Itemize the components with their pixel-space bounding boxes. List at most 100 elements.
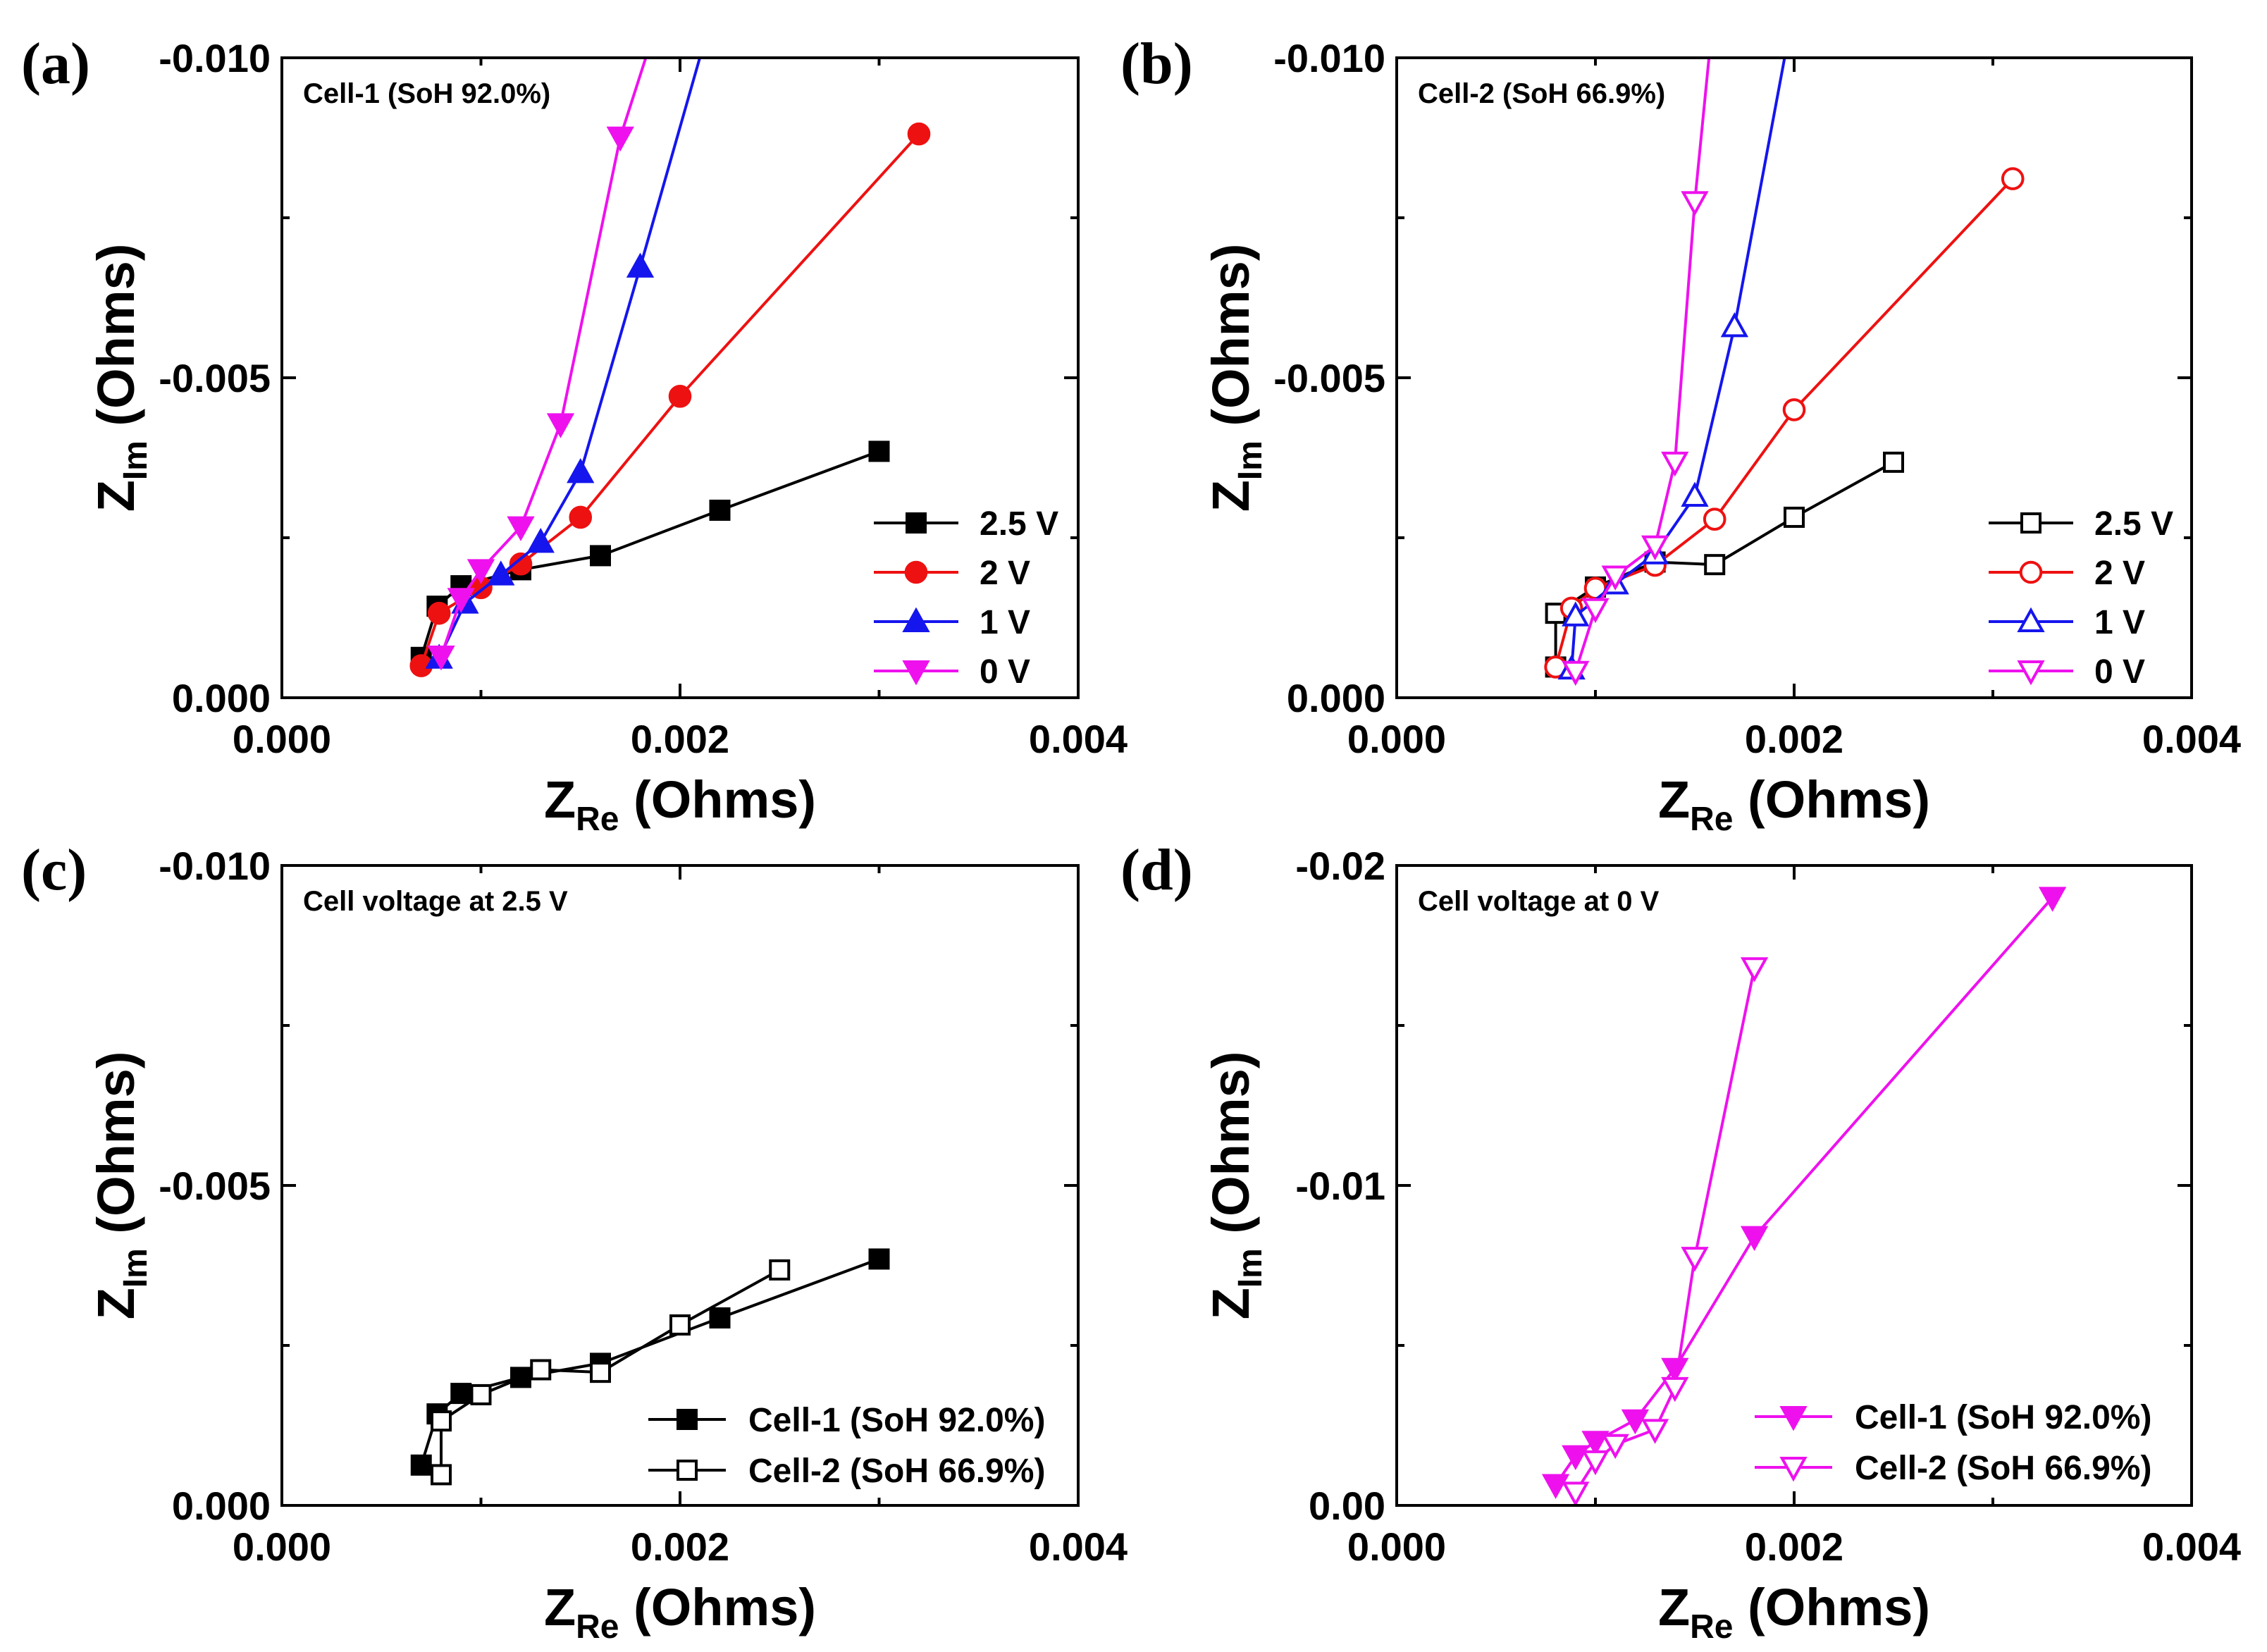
data-point <box>1661 1376 1689 1403</box>
panel-annotation: Cell-2 (SoH 66.9%) <box>1418 78 1665 109</box>
data-point <box>526 527 555 553</box>
data-point <box>1661 1357 1689 1383</box>
data-point <box>868 1248 890 1270</box>
x-tick-label: 0.000 <box>233 1524 331 1569</box>
data-point <box>1740 957 1769 982</box>
data-point <box>1562 1445 1590 1470</box>
x-axis-label: ZRe (Ohms) <box>1658 1578 1930 1646</box>
data-point <box>1661 451 1689 477</box>
x-tick-label: 0.000 <box>233 717 331 761</box>
data-point <box>427 645 455 671</box>
data-point <box>487 560 515 586</box>
plot-area <box>1544 0 2025 686</box>
x-tick-label: 0.004 <box>1029 717 1128 761</box>
data-point <box>1601 565 1629 591</box>
y-axis-label: ZIm (Ohms) <box>1202 1052 1269 1320</box>
legend-marker <box>1779 1457 1808 1482</box>
x-axis-label: ZRe (Ohms) <box>544 770 816 838</box>
y-tick-label: 0.000 <box>172 676 271 720</box>
x-tick-label: 0.002 <box>1745 717 1843 761</box>
legend-label: 2.5 V <box>2094 505 2173 543</box>
data-point <box>669 1314 691 1336</box>
legend-label: Cell-2 (SoH 66.9%) <box>748 1453 1045 1490</box>
y-tick-label: -0.005 <box>1273 356 1385 400</box>
legend-label: Cell-2 (SoH 66.9%) <box>1855 1450 2151 1487</box>
data-point <box>590 545 611 567</box>
data-point <box>769 1259 791 1281</box>
data-point <box>1621 1409 1650 1435</box>
series-line-1 <box>1554 896 2054 1486</box>
data-point <box>1641 535 1669 561</box>
data-point <box>427 601 451 625</box>
data-point <box>1562 1481 1590 1505</box>
data-point <box>1641 1419 1669 1444</box>
legend-marker <box>2017 660 2045 686</box>
x-tick-label: 0.002 <box>1745 1524 1843 1569</box>
plot-area <box>410 1248 890 1486</box>
legend-label: 2 V <box>2094 555 2145 592</box>
data-point <box>1681 191 1709 216</box>
legend: Cell-1 (SoH 92.0%) Cell-2 (SoH 66.9%) <box>648 1402 1045 1490</box>
legend-label: 0 V <box>980 653 1030 691</box>
panel-annotation: Cell-1 (SoH 92.0%) <box>303 78 550 109</box>
legend-label: 1 V <box>2094 604 2145 641</box>
data-point <box>1783 0 1806 16</box>
axes-frame <box>1395 56 2193 699</box>
data-point <box>1581 598 1610 624</box>
data-point <box>507 516 535 541</box>
data-point <box>431 1410 452 1432</box>
legend: 2.5 V 2 V 1 V 0 V <box>1989 505 2173 691</box>
data-point <box>467 559 495 584</box>
legend-marker <box>902 607 930 632</box>
x-tick-label: 0.004 <box>2142 1524 2241 1569</box>
data-point <box>1601 1434 1629 1460</box>
legend-label: 2.5 V <box>980 505 1058 543</box>
data-point <box>907 122 931 146</box>
data-point <box>1782 398 1806 421</box>
legend-marker <box>2017 607 2045 632</box>
y-tick-label: -0.010 <box>1273 36 1385 80</box>
legend-label: 0 V <box>2094 653 2145 691</box>
legend-marker <box>902 660 930 686</box>
data-point <box>447 588 475 613</box>
data-point <box>2038 887 2067 912</box>
y-tick-label: 0.000 <box>1287 676 1385 720</box>
data-point <box>626 252 655 278</box>
panel-label: (b) <box>1120 31 1193 97</box>
legend: Cell-1 (SoH 92.0%) Cell-2 (SoH 66.9%) <box>1755 1399 2151 1487</box>
panel-label: (a) <box>21 31 90 97</box>
y-tick-label: -0.005 <box>159 1164 271 1208</box>
legend-label: 2 V <box>980 555 1030 592</box>
data-point <box>567 458 595 483</box>
panel-annotation: Cell voltage at 0 V <box>1418 886 1660 917</box>
plot-area <box>409 58 931 677</box>
panel-label: (c) <box>21 837 87 903</box>
y-axis-label: ZIm (Ohms) <box>87 1052 154 1320</box>
data-point <box>410 1454 432 1476</box>
data-point <box>668 385 692 408</box>
y-tick-label: -0.010 <box>159 36 271 80</box>
data-point <box>509 552 533 576</box>
panel-4: (d) 0.000 0.002 0.004 0.00 -0.01 -0.02 ZRe (Ohm… <box>1120 837 2241 1646</box>
data-point <box>2001 167 2025 190</box>
series-line-1 <box>419 450 880 658</box>
y-tick-label: -0.02 <box>1295 844 1385 888</box>
data-point <box>1720 312 1749 338</box>
y-axis-label: ZIm (Ohms) <box>1202 244 1269 512</box>
data-point <box>1581 1450 1610 1476</box>
data-point <box>1581 1431 1610 1456</box>
x-axis-label: ZRe (Ohms) <box>544 1578 816 1646</box>
legend-marker <box>2019 560 2043 584</box>
data-point <box>709 1307 731 1329</box>
data-point <box>1681 481 1709 507</box>
panel-2: (b) 0.000 0.002 0.004 0.000 -0.005 -0.010 ZRe (… <box>1120 0 2241 838</box>
y-axis-label: ZIm (Ohms) <box>87 244 154 512</box>
x-tick-label: 0.004 <box>2142 717 2241 761</box>
data-point <box>709 499 731 521</box>
x-tick-label: 0.002 <box>631 1524 729 1569</box>
x-tick-label: 0.002 <box>631 717 729 761</box>
y-tick-label: -0.01 <box>1295 1164 1385 1208</box>
axes-frame <box>280 56 1080 699</box>
data-point <box>1883 451 1904 473</box>
